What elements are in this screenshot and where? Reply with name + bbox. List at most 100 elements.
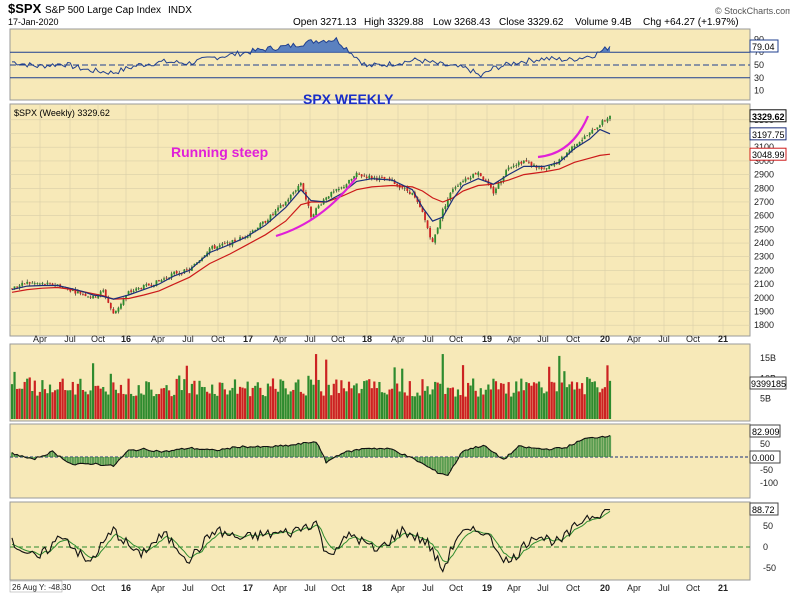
volume-bar <box>314 354 318 419</box>
volume-bar <box>140 393 143 419</box>
macd-histogram-bar <box>436 457 439 474</box>
candle-body <box>246 236 249 239</box>
macd-histogram-bar <box>418 457 422 463</box>
macd-histogram-bar <box>317 445 320 457</box>
candle-body <box>548 166 551 170</box>
candle-body <box>550 165 553 167</box>
candle-body <box>507 167 510 170</box>
macd-histogram-bar <box>550 449 553 457</box>
candle-body <box>76 291 79 294</box>
candle-body <box>490 182 492 188</box>
price-value-label: 3329.62 <box>752 112 785 122</box>
volume-bar <box>512 392 515 419</box>
macd-histogram-bar <box>467 449 470 457</box>
macd-histogram-bar <box>259 447 262 457</box>
volume-bar <box>330 395 333 419</box>
volume-bar <box>282 380 285 419</box>
candle-body <box>606 118 609 122</box>
candle-body <box>515 165 518 166</box>
candle-body <box>251 230 254 233</box>
macd-histogram-bar <box>517 445 520 457</box>
osc-x-label: Oct <box>331 583 346 593</box>
candle-body <box>454 187 457 189</box>
candle-body <box>294 190 297 192</box>
volume-bar <box>43 389 47 419</box>
macd-histogram-bar <box>591 437 594 457</box>
volume-bar <box>168 390 171 419</box>
macd-histogram-bar <box>373 448 376 457</box>
volume-bar <box>398 391 401 419</box>
volume-bar <box>510 396 513 419</box>
candle-body <box>467 177 470 179</box>
candle-body <box>216 246 219 250</box>
macd-histogram-bar <box>147 450 150 457</box>
volume-bar <box>347 381 351 419</box>
candle-body <box>360 174 363 177</box>
volume-bar <box>375 388 378 419</box>
volume-bar <box>461 365 465 419</box>
candle-body <box>401 187 404 189</box>
volume-bar <box>535 383 538 419</box>
price-tick-label: 2000 <box>754 293 774 303</box>
macd-histogram-bar <box>431 457 434 470</box>
volume-bar <box>246 381 249 419</box>
candle-body <box>330 191 333 197</box>
rsi-tick-label: 50 <box>754 60 764 70</box>
volume-bar <box>10 384 14 419</box>
volume-panel: 15B10B5B 9399185 <box>9 343 787 422</box>
rsi-overbought-fill <box>12 37 610 53</box>
macd-histogram-bar <box>86 457 90 464</box>
volume-bar <box>489 389 493 419</box>
price-x-label: Oct <box>449 334 464 344</box>
volume-bar <box>428 394 432 419</box>
running-steep-annotation: Running steep <box>171 144 268 160</box>
macd-histogram-bar <box>238 447 242 457</box>
candle-body <box>530 161 533 166</box>
macd-histogram-bar <box>79 457 82 464</box>
volume-bar <box>102 387 105 419</box>
volume-bar <box>423 390 427 419</box>
volume-bar <box>137 385 140 419</box>
candle-body <box>175 271 178 274</box>
candle-body <box>444 206 447 210</box>
volume-bar <box>451 387 454 419</box>
candle-body <box>495 188 497 194</box>
candle-body <box>120 303 122 309</box>
candle-body <box>601 120 604 125</box>
volume-tick-label: 15B <box>760 353 776 363</box>
candle-body <box>472 173 475 178</box>
volume-bar <box>383 392 386 419</box>
candle-body <box>325 197 328 200</box>
volume-bar <box>33 380 36 419</box>
volume-bar <box>261 395 264 419</box>
candle-body <box>104 289 107 298</box>
volume-bar <box>436 382 439 419</box>
candle-body <box>431 238 434 242</box>
candle-body <box>406 186 409 191</box>
symbol: $SPX <box>8 1 42 16</box>
volume-bar <box>135 395 138 419</box>
rsi-last-value: 79.04 <box>752 42 775 52</box>
volume-bar <box>401 368 404 419</box>
volume-bar <box>236 393 239 419</box>
osc-x-label: Jul <box>537 583 549 593</box>
macd-histogram-bar <box>337 455 340 457</box>
volume-bar <box>373 381 376 419</box>
macd-histogram-bar <box>46 454 49 457</box>
macd-histogram-bar <box>608 435 612 457</box>
candle-body <box>107 297 110 303</box>
volume-bar <box>365 380 368 419</box>
price-value-box <box>749 147 787 161</box>
candle-body <box>112 308 115 314</box>
macd-histogram-bar <box>553 448 556 457</box>
macd-histogram-bar <box>583 438 586 457</box>
osc-x-label: 16 <box>121 583 131 593</box>
candle-body <box>317 205 320 209</box>
volume-bar <box>520 378 523 419</box>
price-value-label: 3197.75 <box>752 130 785 140</box>
volume-bar <box>598 392 601 419</box>
macd-histogram-bar <box>309 442 313 457</box>
candle-body <box>522 160 525 163</box>
macd-histogram-bar <box>380 448 384 457</box>
candle-body <box>297 185 300 192</box>
